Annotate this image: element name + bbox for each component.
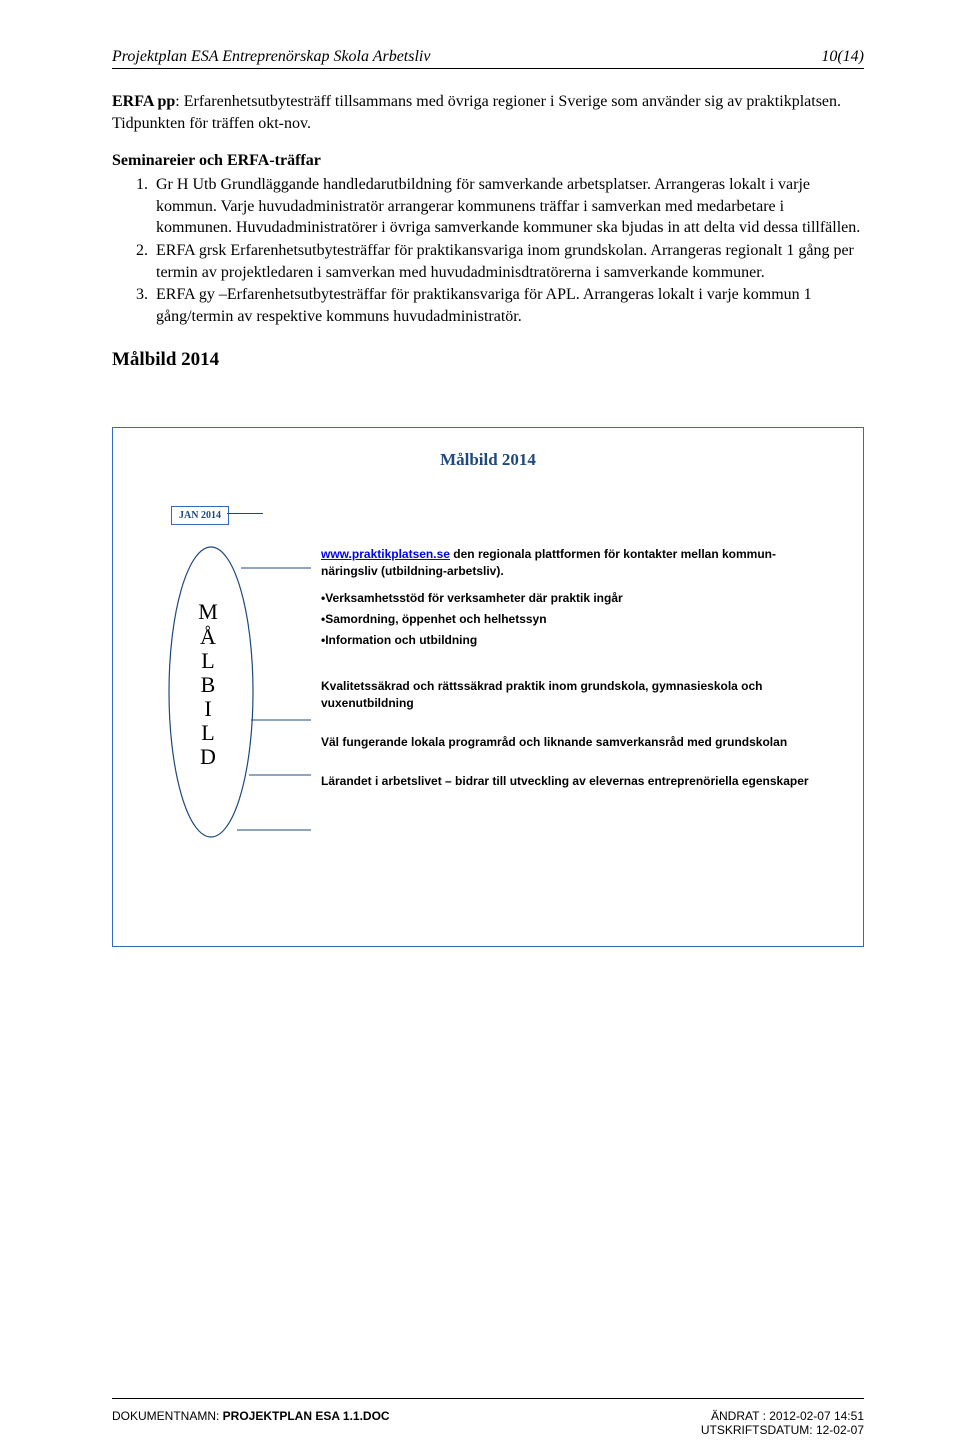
ellipse-letter: Å — [193, 625, 223, 649]
header-right: 10(14) — [821, 48, 864, 66]
bullet-block-3: Väl fungerande lokala programråd och lik… — [321, 734, 825, 751]
bullet-sub-item: •Information och utbildning — [321, 632, 825, 649]
intro-text: : Erfarenhetsutbytesträff tillsammans me… — [112, 93, 841, 132]
tag-connector — [227, 513, 263, 514]
ellipse-letter: L — [193, 721, 223, 745]
document-page: Projektplan ESA Entreprenörskap Skola Ar… — [0, 0, 960, 1451]
header-left: Projektplan ESA Entreprenörskap Skola Ar… — [112, 48, 430, 66]
list-item: Gr H Utb Grundläggande handledarutbildni… — [152, 174, 864, 239]
numbered-list: Gr H Utb Grundläggande handledarutbildni… — [112, 174, 864, 327]
bullet-block-2: Kvalitetssäkrad och rättssäkrad praktik … — [321, 678, 825, 712]
jan-2014-tag: JAN 2014 — [171, 506, 229, 525]
bullet-subgroup: •Verksamhetsstöd för verksamheter där pr… — [321, 590, 825, 648]
footer-divider — [112, 1398, 864, 1399]
bullet-block-1: www.praktikplatsen.se den regionala plat… — [321, 546, 825, 648]
footer-left-label: DOKUMENTNAMN: — [112, 1409, 223, 1423]
ellipse-letters: M Å L B I L D — [193, 600, 223, 769]
bullet-block-4: Lärandet i arbetslivet – bidrar till utv… — [321, 773, 825, 790]
praktikplatsen-link[interactable]: www.praktikplatsen.se — [321, 547, 450, 561]
ellipse-letter: M — [193, 600, 223, 624]
intro-paragraph: ERFA pp: Erfarenhetsutbytesträff tillsam… — [112, 91, 864, 134]
intro-label: ERFA pp — [112, 93, 175, 110]
bullet-sub-item: •Samordning, öppenhet och helhetssyn — [321, 611, 825, 628]
page-footer: DOKUMENTNAMN: PROJEKTPLAN ESA 1.1.DOC ÄN… — [112, 1409, 864, 1437]
diagram-title: Målbild 2014 — [141, 450, 835, 470]
section-heading: Seminareier och ERFA-träffar — [112, 152, 864, 170]
list-item: ERFA gy –Erfarenhetsutbytesträffar för p… — [152, 284, 864, 327]
footer-right-line1: ÄNDRAT : 2012-02-07 14:51 — [701, 1409, 864, 1423]
bullet-sub-item: •Verksamhetsstöd för verksamheter där pr… — [321, 590, 825, 607]
malbild-heading: Målbild 2014 — [112, 349, 864, 371]
footer-right-line2: UTSKRIFTSDATUM: 12-02-07 — [701, 1423, 864, 1437]
diagram-bullets: www.praktikplatsen.se den regionala plat… — [321, 546, 825, 805]
footer-left-value: PROJEKTPLAN ESA 1.1.DOC — [223, 1409, 390, 1423]
diagram-body: JAN 2014 M Å L B I L D — [141, 500, 835, 900]
footer-right: ÄNDRAT : 2012-02-07 14:51 UTSKRIFTSDATUM… — [701, 1409, 864, 1437]
list-item: ERFA grsk Erfarenhetsutbytesträffar för … — [152, 240, 864, 283]
ellipse-letter: D — [193, 745, 223, 769]
ellipse-letter: L — [193, 649, 223, 673]
ellipse-letter: I — [193, 697, 223, 721]
footer-left: DOKUMENTNAMN: PROJEKTPLAN ESA 1.1.DOC — [112, 1409, 390, 1437]
ellipse-letter: B — [193, 673, 223, 697]
page-header: Projektplan ESA Entreprenörskap Skola Ar… — [112, 48, 864, 69]
malbild-diagram: Målbild 2014 JAN 2014 M Å L B I L D — [112, 427, 864, 947]
